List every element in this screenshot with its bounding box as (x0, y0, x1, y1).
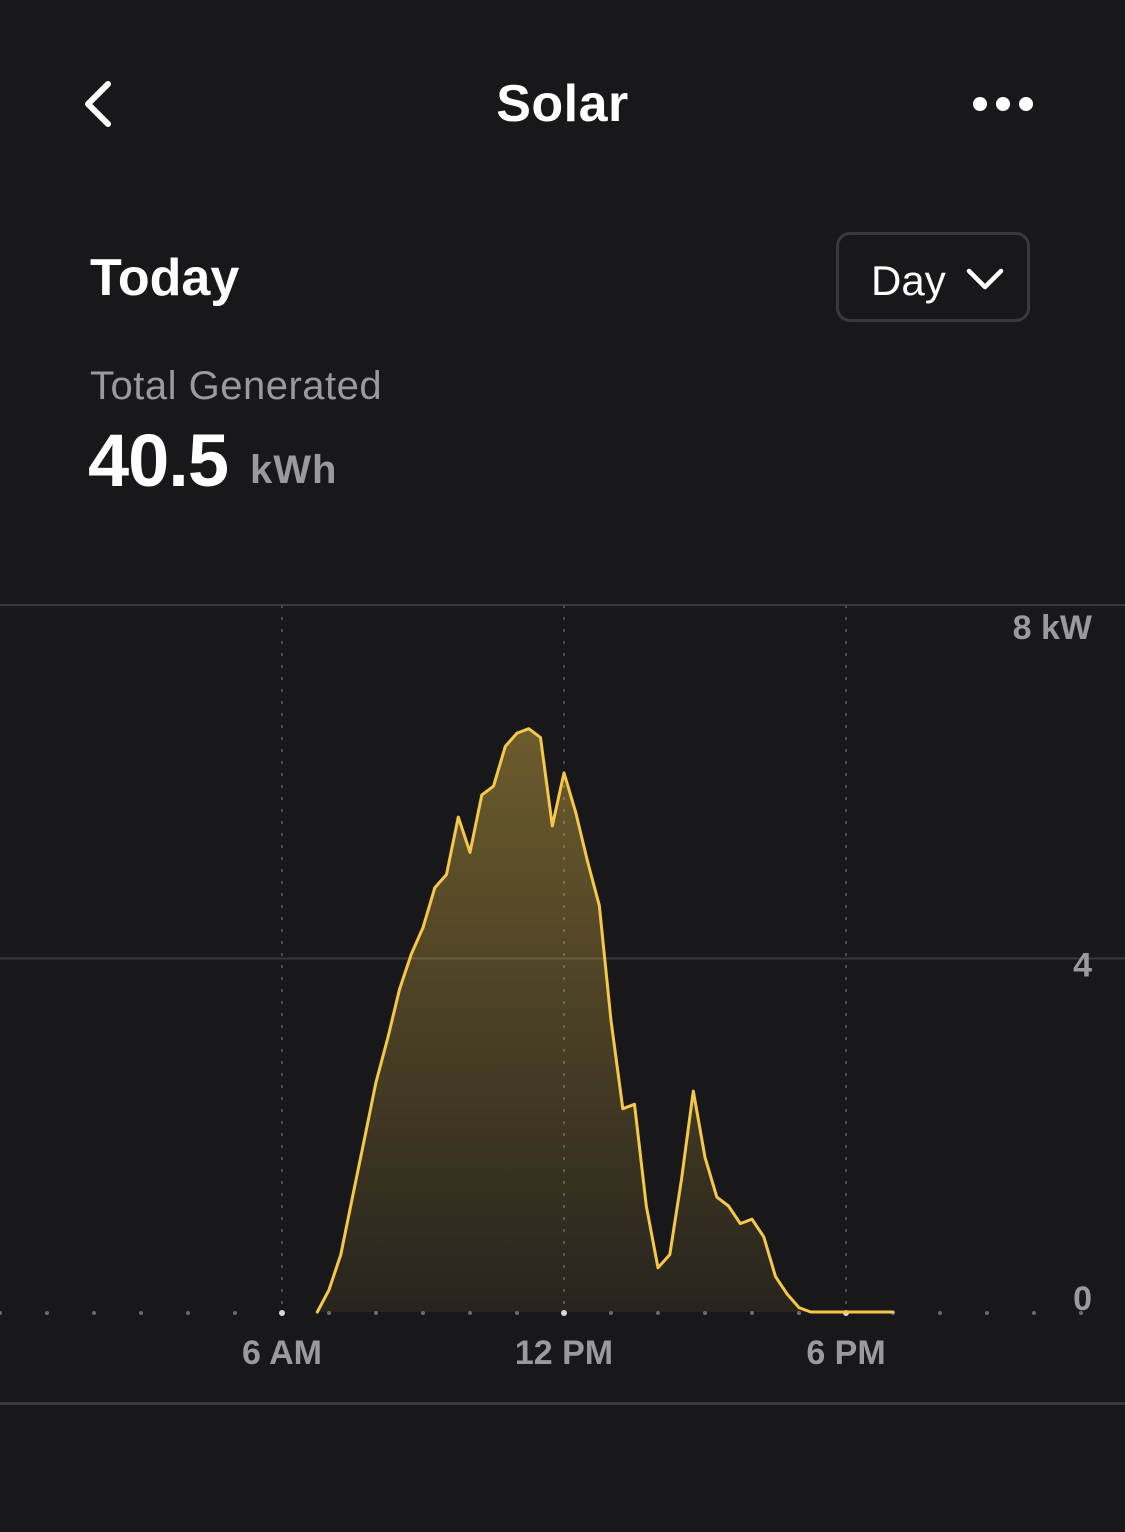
chart-svg: 8 kW 4 0 6 AM 12 PM 6 PM (0, 604, 1125, 1372)
header: Solar (0, 0, 1125, 210)
y-tick-label-2: 0 (1073, 1280, 1092, 1318)
baseline-tick-4 (186, 1311, 190, 1315)
baseline-tick-1 (45, 1311, 49, 1315)
y-tick-label-1: 4 (1073, 947, 1092, 985)
period-dropdown-value: Day (871, 257, 946, 304)
ellipsis-icon (973, 97, 1033, 111)
period-dropdown[interactable]: Day (836, 232, 1030, 322)
period-title: Today (90, 249, 240, 307)
more-options-button[interactable] (960, 80, 1050, 128)
baseline-tick-0 (0, 1311, 2, 1315)
chevron-down-icon (966, 268, 1004, 290)
baseline-tick-22 (1032, 1311, 1036, 1315)
baseline-tick-6 (279, 1310, 285, 1316)
baseline-tick-3 (139, 1311, 143, 1315)
series-line (315, 727, 895, 1314)
back-button[interactable] (66, 72, 130, 136)
series-area (317, 728, 893, 1312)
baseline-tick-23 (1079, 1311, 1083, 1315)
divider (0, 1402, 1125, 1405)
total-generated-value: 40.5 (88, 419, 229, 502)
page-title: Solar (496, 75, 629, 133)
chevron-left-icon (85, 81, 111, 127)
x-tick-label-0: 6 AM (242, 1334, 322, 1372)
x-tick-label-1: 12 PM (515, 1334, 613, 1372)
baseline-tick-5 (233, 1311, 237, 1315)
solar-generation-chart[interactable]: 8 kW 4 0 6 AM 12 PM 6 PM (0, 560, 1125, 1420)
baseline-tick-2 (92, 1311, 96, 1315)
x-tick-label-2: 6 PM (806, 1334, 885, 1372)
baseline-tick-20 (938, 1311, 942, 1315)
baseline-tick-21 (985, 1311, 989, 1315)
total-generated-unit: kWh (250, 448, 338, 492)
y-tick-label-0: 8 kW (1013, 609, 1093, 647)
total-generated-label: Total Generated (90, 364, 383, 408)
